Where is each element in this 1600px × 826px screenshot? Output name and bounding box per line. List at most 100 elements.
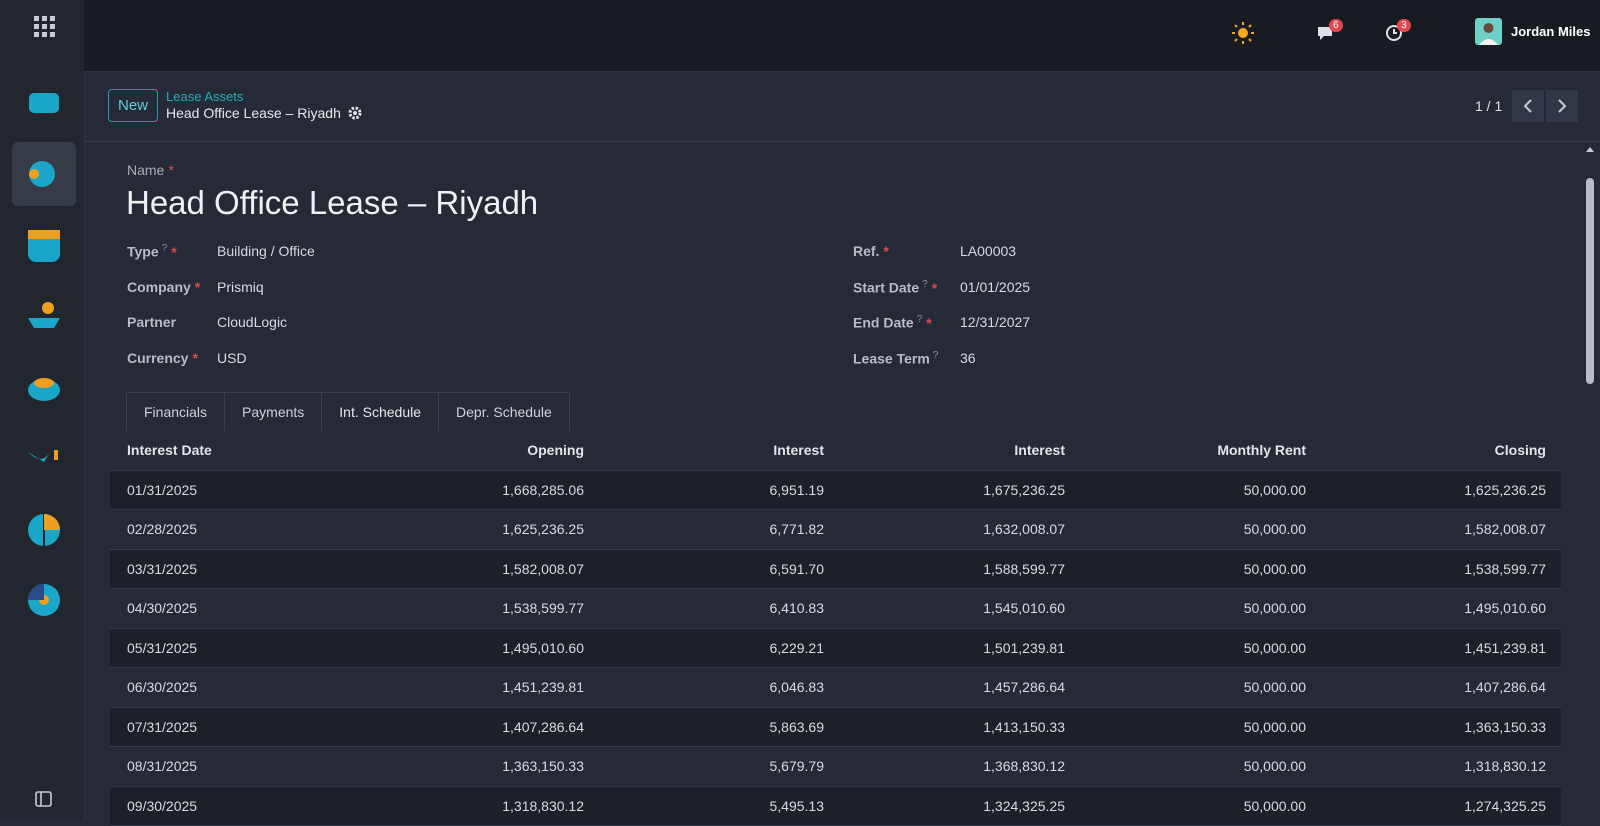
table-cell: 50,000.00: [1065, 798, 1306, 814]
field-value: Building / Office: [217, 243, 315, 259]
app-icon[interactable]: [28, 318, 60, 328]
field-label-text: End Date: [853, 315, 914, 331]
field-label: Start Date? *: [853, 279, 937, 296]
table-cell: 1,318,830.12: [350, 798, 584, 814]
table-cell: 1,632,008.07: [824, 521, 1065, 537]
table-cell: 05/31/2025: [110, 640, 350, 656]
column-header[interactable]: Closing: [1306, 442, 1562, 458]
next-icon: [1556, 99, 1568, 113]
field-label: Lease Term?: [853, 350, 938, 367]
field-label-text: Company: [127, 279, 191, 295]
column-header[interactable]: Monthly Rent: [1065, 442, 1306, 458]
column-header[interactable]: Interest: [584, 442, 824, 458]
required-mark: *: [168, 162, 173, 178]
messages-badge: 6: [1329, 19, 1343, 32]
table-cell: 04/30/2025: [110, 600, 350, 616]
table-cell: 09/30/2025: [110, 798, 350, 814]
column-header[interactable]: Interest: [824, 442, 1065, 458]
table-cell: 1,451,239.81: [350, 679, 584, 695]
required-mark: *: [932, 280, 937, 296]
table-cell: 08/31/2025: [110, 758, 350, 774]
field-value: LA00003: [960, 243, 1016, 259]
gear-icon[interactable]: [347, 105, 363, 121]
table-cell: 6,410.83: [584, 600, 824, 616]
table-cell: 1,625,236.25: [1306, 482, 1562, 498]
table-cell: 02/28/2025: [110, 521, 350, 537]
app-icon[interactable]: [28, 452, 50, 462]
theme-toggle[interactable]: [1231, 21, 1255, 45]
table-cell: 1,368,830.12: [824, 758, 1065, 774]
apps-grid[interactable]: [34, 16, 55, 37]
sidebar-icons: [0, 0, 84, 820]
table-cell: 1,451,239.81: [1306, 640, 1562, 656]
column-header[interactable]: Opening: [350, 442, 584, 458]
messages[interactable]: 6: [1316, 23, 1338, 46]
table-cell: 1,457,286.64: [824, 679, 1065, 695]
activities[interactable]: 3: [1385, 23, 1407, 46]
breadcrumb-parent[interactable]: Lease Assets: [166, 89, 243, 104]
name-label: Name*: [127, 162, 174, 178]
field-label-text: Start Date: [853, 280, 919, 296]
field-label-text: Currency: [127, 350, 188, 366]
tab[interactable]: Int. Schedule: [321, 392, 439, 432]
tab[interactable]: Financials: [126, 392, 225, 431]
help-mark[interactable]: ?: [917, 314, 923, 325]
table-cell: 6,951.19: [584, 482, 824, 498]
help-mark[interactable]: ?: [162, 243, 168, 254]
field-label: Partner: [127, 314, 176, 330]
table-cell: 1,675,236.25: [824, 482, 1065, 498]
table-cell: 50,000.00: [1065, 758, 1306, 774]
field-label: End Date?*: [853, 314, 932, 331]
table-cell: 07/31/2025: [110, 719, 350, 735]
tab[interactable]: Payments: [224, 392, 322, 431]
tab[interactable]: Depr. Schedule: [438, 392, 570, 431]
help-mark[interactable]: ?: [933, 350, 939, 361]
required-mark: *: [926, 315, 931, 331]
table-cell: 1,363,150.33: [350, 758, 584, 774]
table-cell: 1,363,150.33: [1306, 719, 1562, 735]
control-panel: New Lease Assets Head Office Lease – Riy…: [84, 72, 1600, 142]
pager-next[interactable]: [1546, 90, 1578, 122]
required-mark: *: [192, 350, 197, 366]
activities-badge: 3: [1397, 19, 1411, 32]
app-icon[interactable]: [29, 93, 59, 113]
user-menu[interactable]: Jordan Miles: [1475, 18, 1590, 45]
record-title: Head Office Lease – Riyadh: [126, 184, 538, 222]
table-cell: 1,545,010.60: [824, 600, 1065, 616]
table-cell: 1,407,286.64: [350, 719, 584, 735]
table-cell: 6,591.70: [584, 561, 824, 577]
table-cell: 1,625,236.25: [350, 521, 584, 537]
top-navbar: 6 3 Jordan Miles: [84, 0, 1600, 72]
help-mark[interactable]: ?: [922, 279, 928, 290]
field-label: Company*: [127, 279, 200, 295]
scrollbar[interactable]: [1580, 142, 1600, 820]
field-value: USD: [217, 350, 247, 366]
table-cell: 50,000.00: [1065, 640, 1306, 656]
table-cell: 1,324,325.25: [824, 798, 1065, 814]
pager-prev[interactable]: [1512, 90, 1544, 122]
field-label: Ref.*: [853, 243, 889, 259]
table-cell: 5,863.69: [584, 719, 824, 735]
breadcrumb-current: Head Office Lease – Riyadh: [166, 105, 341, 121]
new-button[interactable]: New: [108, 89, 158, 122]
table-cell: 1,413,150.33: [824, 719, 1065, 735]
table-cell: 5,679.79: [584, 758, 824, 774]
table-cell: 1,318,830.12: [1306, 758, 1562, 774]
table-cell: 1,582,008.07: [1306, 521, 1562, 537]
table-cell: 1,495,010.60: [1306, 600, 1562, 616]
table-cell: 1,538,599.77: [1306, 561, 1562, 577]
column-header[interactable]: Interest Date: [110, 442, 350, 458]
name-label-text: Name: [127, 162, 164, 178]
sidebar-toggle[interactable]: [36, 792, 51, 806]
